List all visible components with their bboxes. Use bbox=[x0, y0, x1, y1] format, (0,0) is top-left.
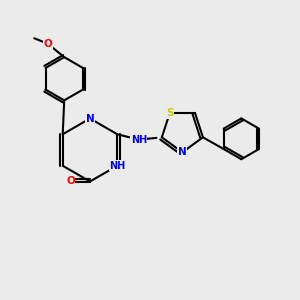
Text: N: N bbox=[178, 147, 187, 157]
Text: O: O bbox=[43, 39, 52, 49]
Text: N: N bbox=[85, 113, 94, 124]
Text: S: S bbox=[166, 108, 173, 118]
Text: NH: NH bbox=[131, 135, 147, 145]
Text: NH: NH bbox=[109, 161, 125, 171]
Text: O: O bbox=[66, 176, 75, 187]
